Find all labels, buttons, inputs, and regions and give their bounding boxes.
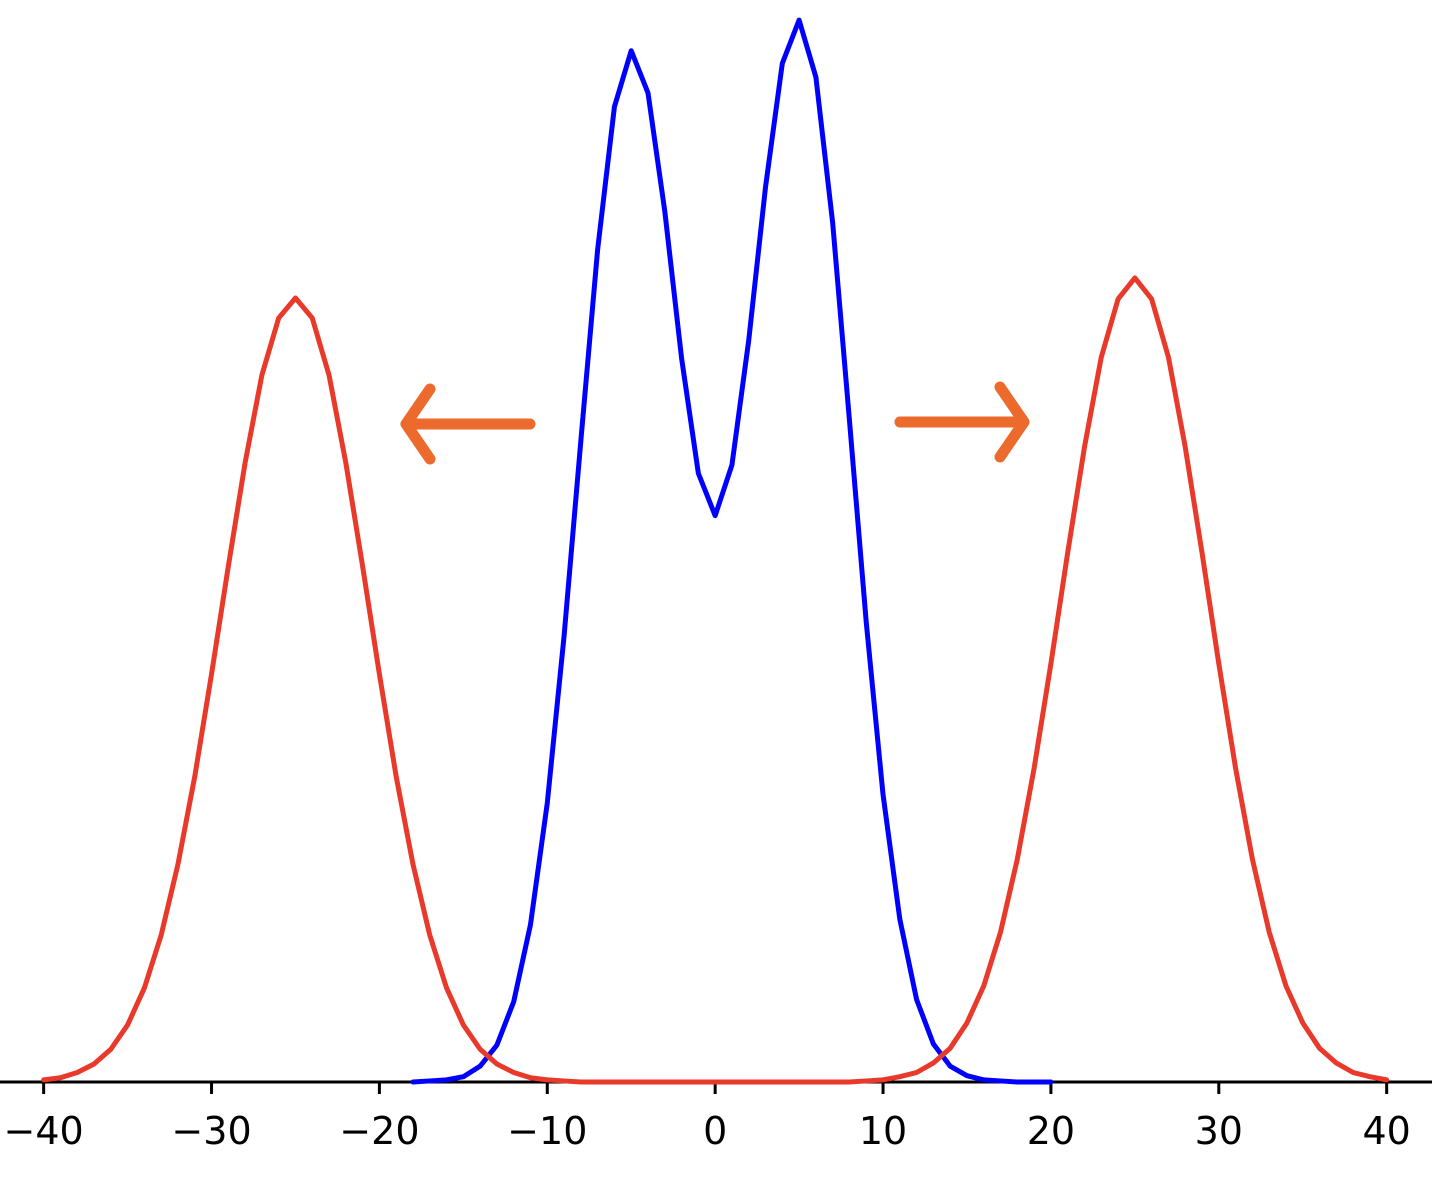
line [41, 275, 1390, 1085]
x-tick-label: −40 [4, 1109, 84, 1153]
right-arrow [894, 381, 1030, 463]
arrows [400, 381, 1030, 465]
x-tick-label: 0 [703, 1109, 727, 1153]
x-tick-label: −10 [507, 1109, 587, 1153]
left-arrow [400, 383, 536, 465]
line [410, 17, 1054, 1085]
x-tick-label: 30 [1195, 1109, 1243, 1153]
x-tick-label: −30 [171, 1109, 251, 1153]
x-tick-label: 10 [859, 1109, 907, 1153]
x-tick-label: −20 [339, 1109, 419, 1153]
x-tick-label: 20 [1027, 1109, 1075, 1153]
x-tick-label: 40 [1362, 1109, 1410, 1153]
